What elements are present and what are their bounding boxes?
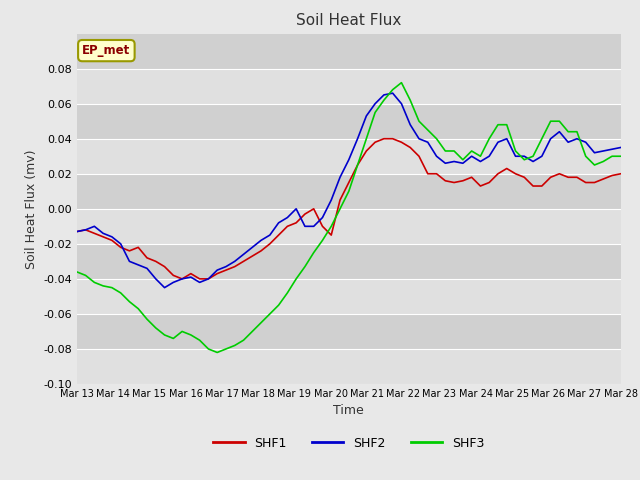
Bar: [77, 314, 621, 349]
SHF3: [213, 349, 221, 355]
SHF3: [231, 343, 239, 348]
SHF2: [354, 136, 362, 142]
SHF3: [248, 328, 256, 334]
SHF3: [608, 153, 616, 159]
Bar: [77, 279, 621, 314]
SHF3: [468, 148, 476, 154]
SHF1: [179, 276, 186, 282]
Bar: [77, 244, 621, 279]
SHF1: [231, 264, 239, 269]
SHF2: [73, 228, 81, 234]
SHF3: [397, 80, 405, 85]
SHF3: [354, 162, 362, 168]
Bar: [77, 139, 621, 174]
SHF2: [231, 258, 239, 264]
SHF2: [248, 244, 256, 250]
SHF2: [617, 144, 625, 150]
Bar: [77, 209, 621, 244]
Bar: [77, 174, 621, 209]
SHF1: [380, 136, 388, 142]
SHF1: [248, 253, 256, 259]
SHF2: [389, 90, 397, 96]
Legend: SHF1, SHF2, SHF3: SHF1, SHF2, SHF3: [209, 432, 489, 455]
SHF1: [73, 228, 81, 234]
Line: SHF2: SHF2: [77, 93, 621, 288]
SHF2: [336, 174, 344, 180]
SHF2: [468, 153, 476, 159]
Y-axis label: Soil Heat Flux (mv): Soil Heat Flux (mv): [24, 149, 38, 268]
SHF2: [608, 146, 616, 152]
SHF1: [336, 197, 344, 203]
Line: SHF3: SHF3: [77, 83, 621, 352]
SHF3: [336, 206, 344, 212]
SHF3: [73, 269, 81, 275]
SHF3: [617, 153, 625, 159]
SHF1: [608, 173, 616, 179]
SHF1: [468, 174, 476, 180]
Title: Soil Heat Flux: Soil Heat Flux: [296, 13, 401, 28]
SHF2: [161, 285, 168, 290]
Bar: [77, 69, 621, 104]
Line: SHF1: SHF1: [77, 139, 621, 279]
SHF1: [617, 171, 625, 177]
X-axis label: Time: Time: [333, 405, 364, 418]
Bar: [77, 349, 621, 384]
SHF1: [354, 162, 362, 168]
Bar: [77, 104, 621, 139]
Text: EP_met: EP_met: [82, 44, 131, 57]
